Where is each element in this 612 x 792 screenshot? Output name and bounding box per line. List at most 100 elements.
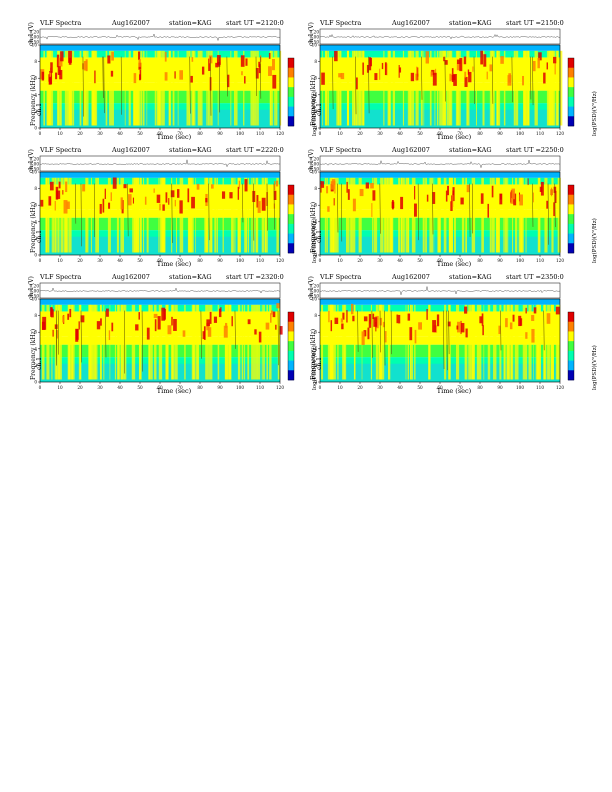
streak — [469, 183, 471, 237]
streak — [120, 56, 122, 115]
panel-title: VLF Spectra — [40, 273, 82, 281]
burst-column — [146, 50, 148, 126]
burst-column — [436, 50, 439, 126]
y-tick-label: 8 — [314, 186, 317, 191]
spectra-panel-5: VLF Spectra Aug162007 station=KAG start … — [26, 272, 322, 396]
streak — [532, 183, 534, 227]
x-tick-label: 50 — [137, 258, 143, 263]
energy-cluster — [272, 74, 277, 89]
x-tick-label: 90 — [497, 258, 503, 263]
burst-column — [63, 177, 68, 253]
spectrogram-band — [320, 299, 560, 305]
burst-column — [140, 50, 143, 126]
burst-column — [95, 50, 98, 126]
burst-column — [69, 304, 74, 380]
energy-cluster — [531, 315, 535, 321]
burst-column — [261, 177, 265, 253]
burst-column — [209, 304, 213, 380]
energy-cluster — [127, 194, 132, 206]
colorbar-segment — [568, 185, 574, 196]
burst-column — [158, 304, 163, 380]
x-tick-label: 60 — [437, 385, 443, 390]
energy-cluster — [159, 203, 161, 211]
burst-column — [465, 177, 467, 253]
burst-column — [90, 304, 94, 380]
burst-column — [114, 304, 117, 380]
burst-column — [68, 177, 72, 253]
x-tick-label: 40 — [397, 131, 403, 136]
burst-column — [333, 304, 336, 380]
colorbar-segment — [568, 67, 574, 78]
panel-header: VLF Spectra Aug162007 station=KAG start … — [306, 145, 602, 155]
energy-cluster — [480, 50, 484, 65]
spectrogram-band — [40, 299, 280, 305]
energy-cluster — [275, 180, 279, 187]
energy-cluster — [110, 70, 114, 77]
burst-column — [266, 304, 269, 380]
energy-cluster — [205, 198, 208, 203]
energy-cluster — [432, 192, 436, 204]
panel-header: VLF Spectra Aug162007 station=KAG start … — [26, 18, 322, 28]
energy-cluster — [362, 62, 364, 75]
energy-cluster — [413, 203, 417, 217]
energy-cluster — [268, 66, 272, 76]
streak — [253, 183, 255, 241]
energy-cluster — [223, 325, 228, 338]
streak — [341, 183, 343, 242]
colorbar-frame — [567, 57, 575, 127]
spectra-panel-2: VLF Spectra Aug162007 station=KAG start … — [306, 18, 602, 142]
burst-column — [321, 304, 324, 380]
burst-column — [276, 177, 279, 253]
spectrogram-band — [320, 304, 560, 312]
spectrogram-band — [320, 336, 560, 345]
y-tick-label: 6 — [34, 76, 37, 81]
energy-cluster — [414, 186, 416, 200]
energy-cluster — [417, 67, 419, 77]
burst-column — [190, 177, 194, 253]
colorbar-label: log(PSD)(V²/Hz) — [592, 91, 598, 136]
burst-column — [120, 304, 122, 380]
burst-column — [504, 304, 506, 380]
waveform-line — [39, 33, 281, 42]
energy-cluster — [519, 318, 523, 326]
energy-cluster — [409, 327, 413, 341]
panel-station: station=KAG — [169, 19, 212, 27]
energy-cluster — [120, 197, 123, 210]
burst-column — [471, 177, 476, 253]
burst-column — [507, 304, 510, 380]
top-tick-label: -0.50 — [28, 39, 39, 44]
panel-date: Aug162007 — [112, 273, 150, 281]
burst-column — [557, 177, 561, 253]
energy-cluster — [426, 308, 428, 320]
x-tick-label: 60 — [157, 258, 163, 263]
burst-column — [327, 304, 332, 380]
energy-cluster — [156, 194, 161, 203]
x-tick-label: 60 — [157, 131, 163, 136]
burst-column — [481, 177, 484, 253]
spectra-panel-6: VLF Spectra Aug162007 station=KAG start … — [306, 272, 602, 396]
energy-cluster — [368, 57, 372, 71]
energy-cluster — [509, 322, 513, 330]
spectrogram-svg: 0.200.00-0.500 10 20 30 40 50 60 70 80 90 100 110 12… — [28, 28, 295, 136]
energy-cluster — [334, 180, 336, 194]
energy-cluster — [132, 197, 135, 204]
streak — [379, 310, 381, 353]
burst-column — [538, 177, 540, 253]
burst-column — [559, 50, 563, 126]
burst-column — [375, 304, 379, 380]
streak — [547, 183, 549, 245]
colorbar-segment — [568, 58, 574, 69]
panel-start-ut: start UT =2150:0 — [506, 19, 564, 27]
energy-cluster — [479, 316, 483, 324]
burst-column — [187, 177, 191, 253]
waveform-line — [319, 33, 561, 40]
streak — [443, 310, 445, 370]
x-axis-label: Time (sec) — [156, 260, 192, 268]
burst-column — [71, 304, 75, 380]
energy-cluster — [138, 312, 140, 320]
burst-column — [117, 304, 120, 380]
burst-column — [253, 177, 255, 253]
x-tick-label: 70 — [177, 131, 183, 136]
energy-cluster — [40, 199, 44, 207]
burst-column — [528, 304, 532, 380]
